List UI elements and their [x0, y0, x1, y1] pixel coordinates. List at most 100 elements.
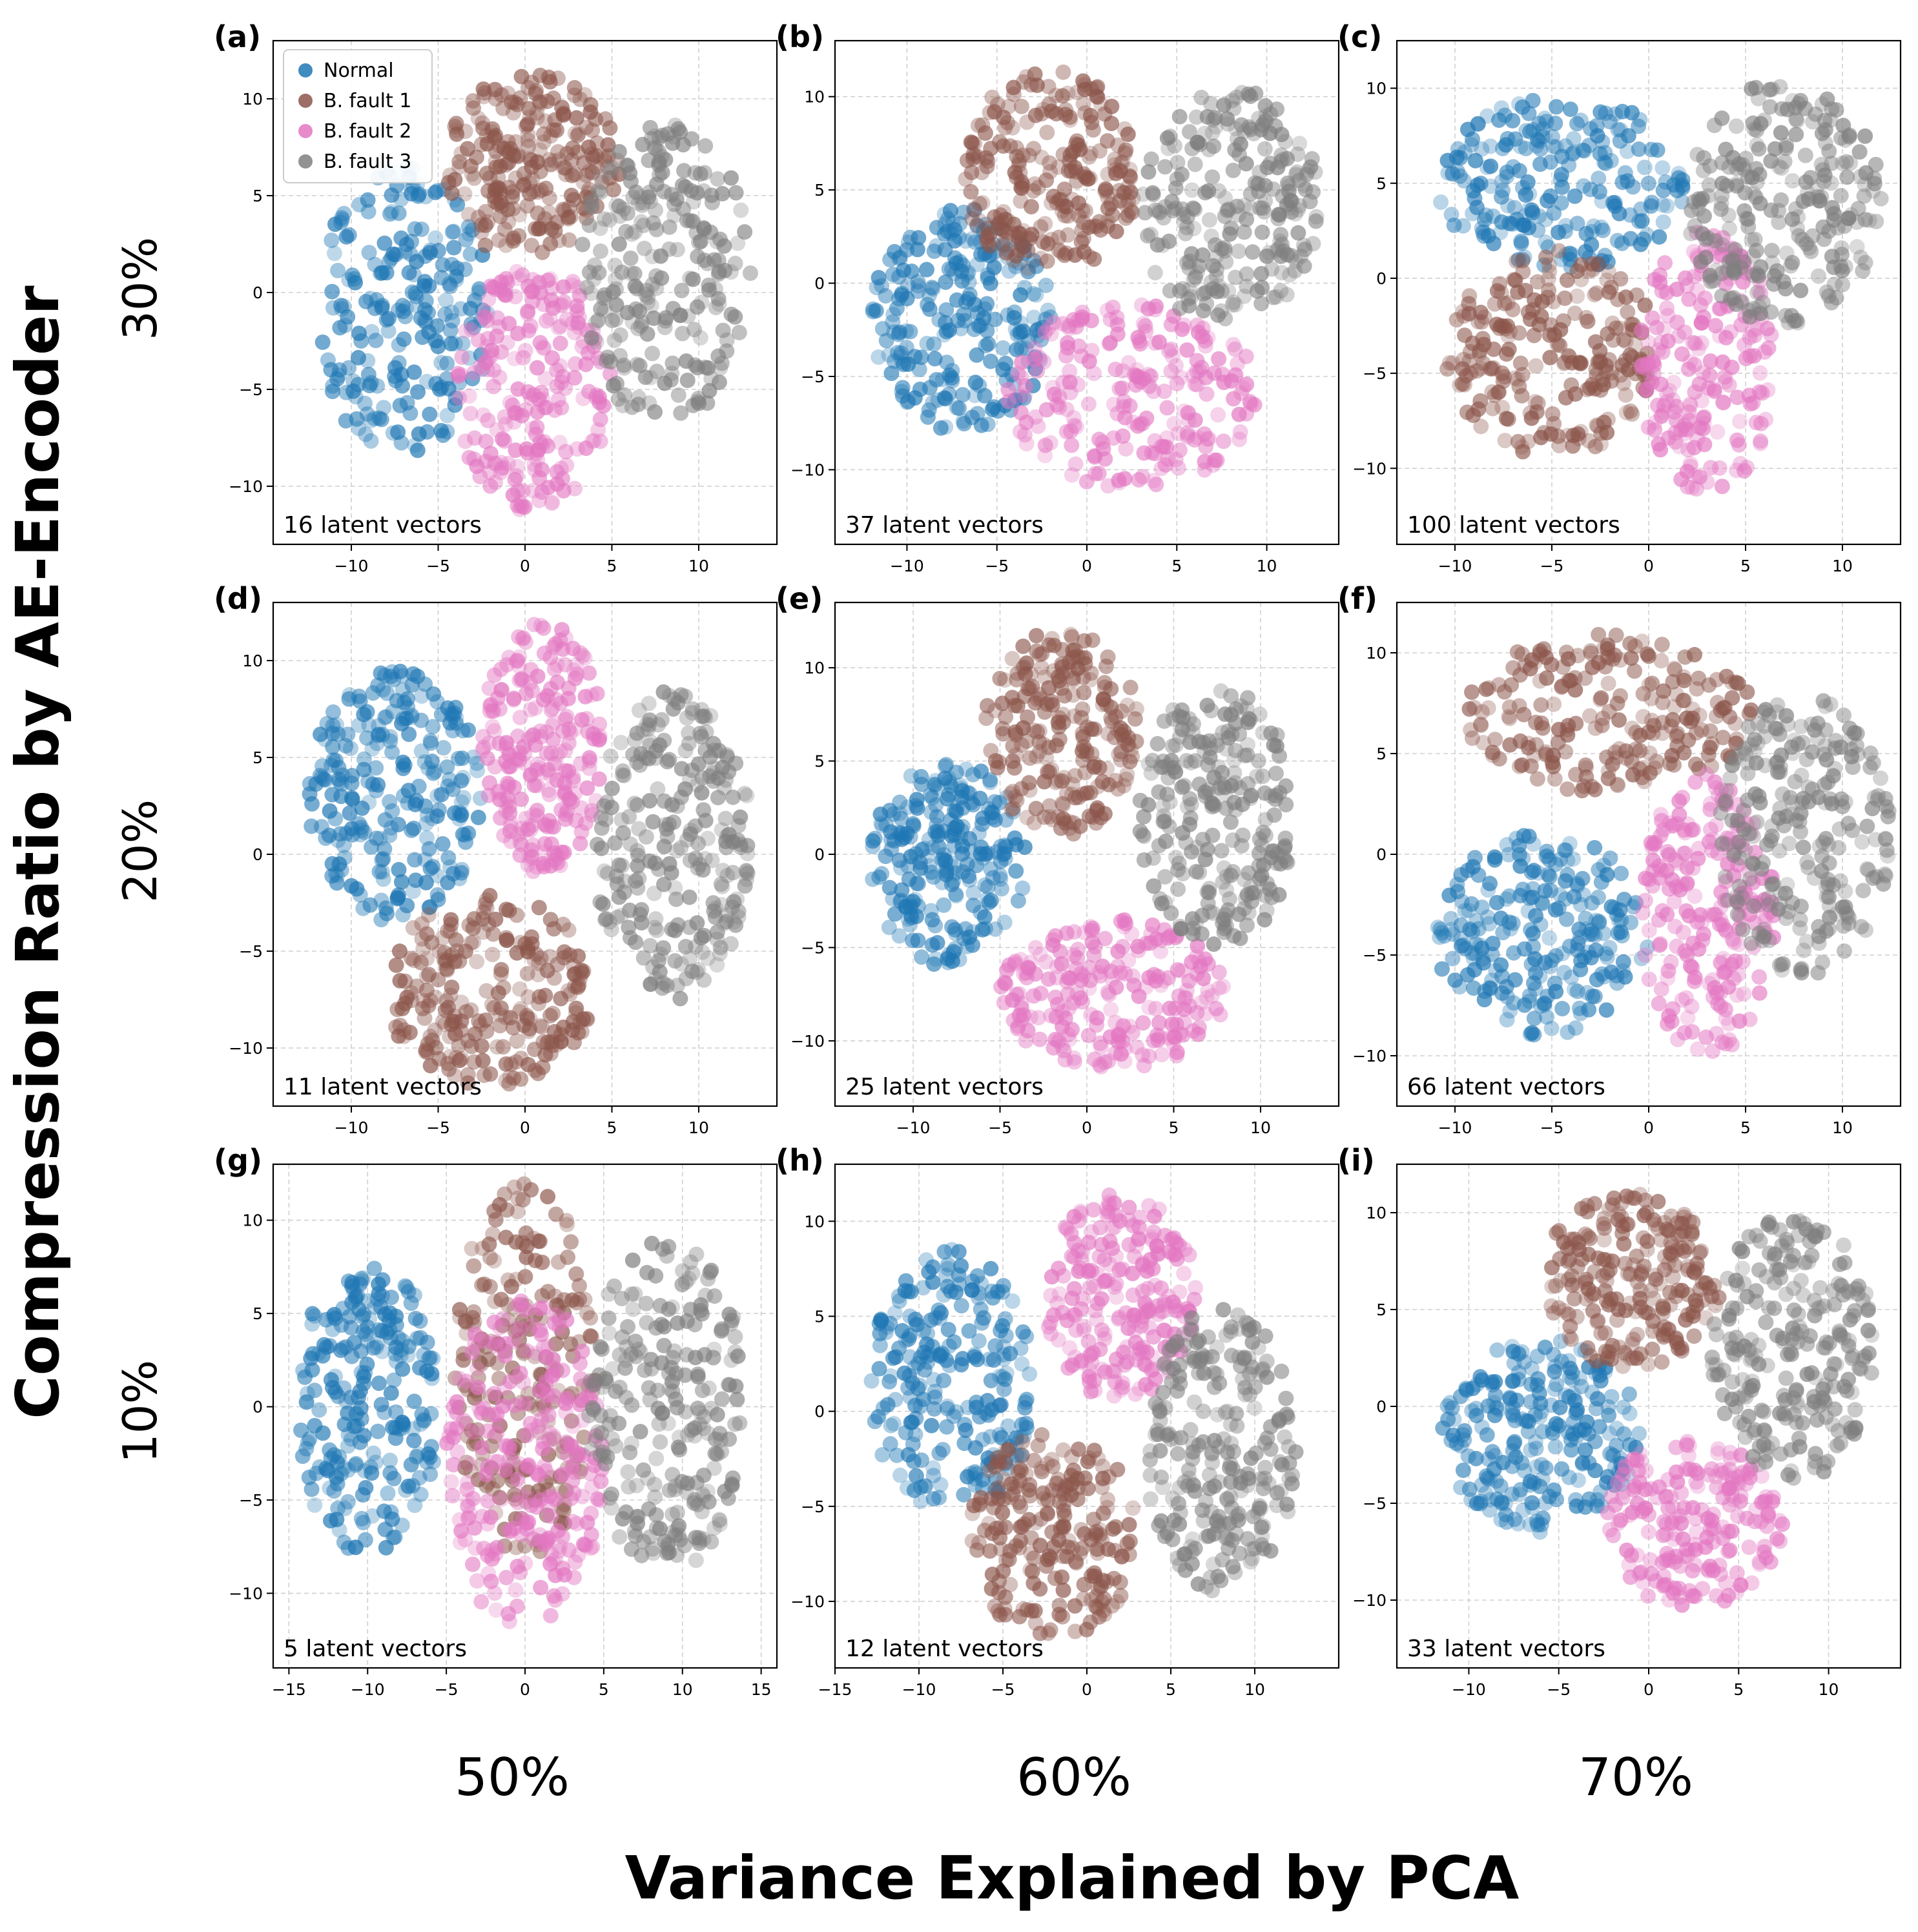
- point-b-fault-3: [635, 136, 651, 152]
- point-b-fault-3: [1168, 850, 1184, 866]
- point-normal: [942, 774, 958, 790]
- point-b-fault-1: [1108, 165, 1124, 181]
- point-b-fault-2: [1681, 404, 1697, 420]
- point-b-fault-1: [1117, 145, 1133, 161]
- point-b-fault-1: [984, 89, 1000, 105]
- point-b-fault-2: [480, 413, 496, 429]
- point-b-fault-1: [1091, 759, 1108, 776]
- point-b-fault-1: [1026, 183, 1042, 199]
- point-b-fault-3: [1215, 915, 1231, 931]
- point-b-fault-3: [1279, 287, 1295, 303]
- point-normal: [1631, 118, 1647, 134]
- point-b-fault-1: [533, 950, 549, 966]
- point-b-fault-3: [1249, 283, 1265, 299]
- point-b-fault-3: [613, 735, 629, 751]
- point-normal: [331, 774, 347, 790]
- point-b-fault-3: [1834, 263, 1850, 279]
- point-b-fault-2: [497, 409, 513, 425]
- point-b-fault-3: [1170, 154, 1186, 170]
- point-b-fault-1: [1472, 304, 1489, 320]
- point-b-fault-1: [1040, 79, 1057, 95]
- point-b-fault-3: [1217, 190, 1233, 206]
- point-normal: [439, 355, 455, 371]
- point-normal: [1566, 981, 1582, 998]
- point-b-fault-3: [641, 695, 657, 712]
- point-normal: [1463, 137, 1480, 153]
- point-normal: [940, 951, 956, 967]
- point-normal: [1038, 277, 1054, 293]
- point-b-fault-2: [1653, 408, 1669, 424]
- point-b-fault-3: [648, 176, 665, 192]
- point-b-fault-1: [1565, 438, 1581, 454]
- point-normal: [368, 760, 384, 776]
- point-b-fault-3: [1777, 154, 1793, 170]
- point-b-fault-3: [1771, 214, 1787, 231]
- point-b-fault-1: [561, 922, 577, 938]
- point-b-fault-2: [1187, 376, 1203, 393]
- point-normal: [345, 383, 362, 399]
- point-b-fault-3: [1184, 246, 1200, 262]
- point-normal: [446, 223, 462, 240]
- point-normal: [332, 826, 348, 842]
- point-b-fault-2: [478, 433, 494, 449]
- point-b-fault-3: [604, 313, 621, 329]
- point-b-fault-1: [477, 1012, 493, 1029]
- point-b-fault-3: [648, 911, 664, 927]
- point-normal: [892, 249, 908, 265]
- point-normal: [982, 774, 998, 790]
- point-b-fault-1: [1055, 706, 1071, 723]
- point-b-fault-1: [1108, 773, 1124, 789]
- point-normal: [1472, 937, 1489, 953]
- point-normal: [358, 294, 374, 310]
- point-b-fault-3: [1244, 787, 1260, 803]
- points-group: [315, 67, 758, 517]
- point-normal: [1551, 224, 1567, 240]
- point-normal: [325, 739, 341, 755]
- point-b-fault-1: [980, 220, 996, 236]
- point-b-fault-3: [642, 712, 658, 728]
- point-b-fault-3: [1186, 272, 1202, 288]
- point-normal: [315, 758, 331, 774]
- point-b-fault-1: [521, 989, 537, 1005]
- point-b-fault-2: [1151, 1014, 1167, 1031]
- point-normal: [1013, 340, 1029, 356]
- point-b-fault-3: [688, 850, 704, 867]
- point-b-fault-2: [1133, 297, 1150, 313]
- point-normal: [325, 704, 341, 720]
- point-b-fault-1: [521, 101, 537, 117]
- point-normal: [1584, 926, 1600, 942]
- y-tick-label: −5: [239, 942, 263, 961]
- point-b-fault-2: [548, 755, 564, 771]
- point-normal: [865, 303, 881, 320]
- point-b-fault-2: [1093, 1039, 1109, 1055]
- point-normal: [399, 395, 415, 411]
- point-b-fault-1: [418, 1042, 434, 1058]
- point-normal: [418, 314, 434, 331]
- point-b-fault-3: [603, 748, 619, 765]
- point-b-fault-3: [581, 217, 597, 233]
- point-normal: [1026, 309, 1042, 325]
- point-b-fault-2: [1246, 396, 1263, 413]
- point-b-fault-2: [1082, 919, 1098, 935]
- point-b-fault-3: [1193, 90, 1210, 106]
- point-b-fault-3: [699, 395, 716, 411]
- point-b-fault-3: [1828, 102, 1844, 118]
- point-b-fault-1: [556, 950, 572, 966]
- point-normal: [1554, 179, 1570, 195]
- point-b-fault-1: [1454, 361, 1470, 377]
- point-normal: [1453, 917, 1469, 933]
- legend-label: B. fault 2: [324, 120, 411, 143]
- plot-frame: [834, 601, 1340, 1107]
- point-b-fault-2: [1656, 404, 1672, 420]
- point-normal: [435, 836, 451, 852]
- point-normal: [1505, 112, 1521, 128]
- point-b-fault-3: [1296, 258, 1312, 274]
- point-b-fault-3: [1257, 141, 1273, 157]
- y-tick-label: 5: [814, 752, 825, 771]
- point-b-fault-1: [1076, 244, 1092, 260]
- point-b-fault-2: [529, 360, 545, 376]
- point-b-fault-1: [526, 1042, 542, 1058]
- point-b-fault-2: [1666, 404, 1682, 420]
- point-b-fault-2: [517, 342, 533, 358]
- point-b-fault-2: [1753, 415, 1769, 431]
